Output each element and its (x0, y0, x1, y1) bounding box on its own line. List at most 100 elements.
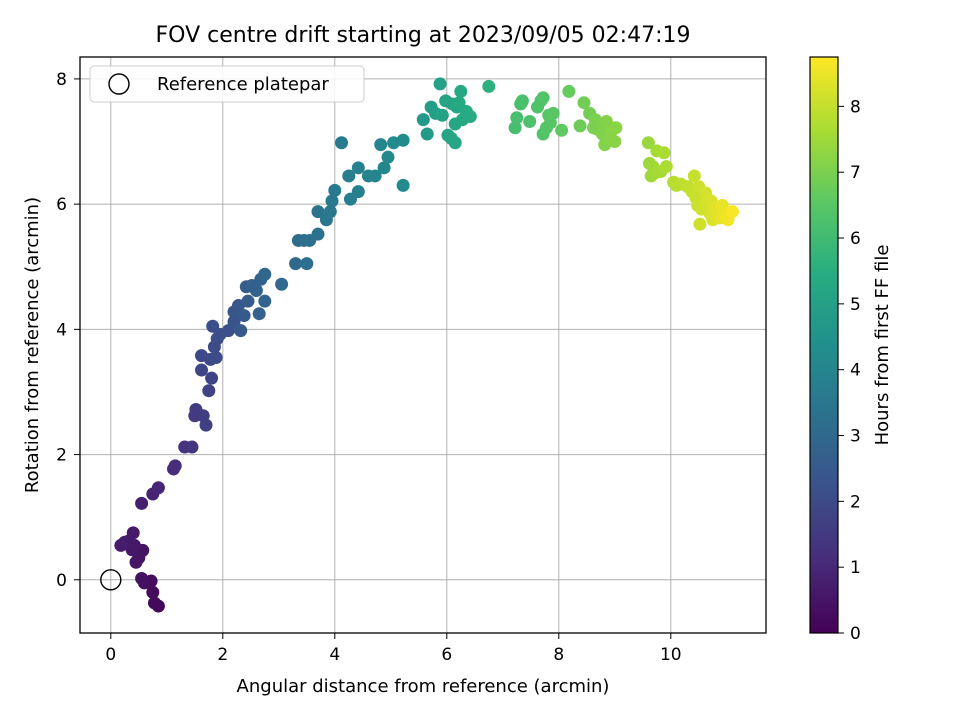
colorbar-tick-label: 2 (850, 492, 861, 512)
y-axis-label: Rotation from reference (arcmin) (22, 197, 43, 493)
data-point (234, 324, 248, 338)
data-point (435, 108, 449, 122)
legend-marker (108, 73, 130, 95)
data-point (687, 169, 701, 183)
y-tick-label: 6 (56, 195, 67, 215)
colorbar-label: Hours from first FF file (872, 245, 893, 446)
data-point (463, 109, 477, 123)
data-point (351, 161, 365, 175)
data-point (508, 121, 522, 135)
data-point (562, 84, 576, 98)
data-point (452, 96, 466, 110)
data-point (325, 194, 339, 208)
data-point (335, 136, 349, 150)
x-tick-label: 2 (217, 645, 228, 665)
data-point (342, 169, 356, 183)
data-point (555, 123, 569, 137)
data-point (448, 136, 462, 150)
data-point (199, 418, 213, 432)
data-point (202, 384, 216, 398)
colorbar-tick-label: 7 (850, 163, 861, 183)
data-point (381, 150, 395, 164)
data-point (151, 481, 165, 495)
data-point (641, 136, 655, 150)
data-point (300, 257, 314, 271)
legend-box (89, 65, 365, 103)
data-point (311, 205, 325, 219)
legend-label: Reference platepar (157, 74, 329, 95)
y-tick-label: 4 (56, 320, 67, 340)
data-point (377, 161, 391, 175)
x-tick-label: 10 (660, 645, 682, 665)
data-point (396, 178, 410, 192)
data-point (241, 294, 255, 308)
y-tick-label: 8 (56, 70, 67, 90)
colorbar-gradient (809, 56, 839, 634)
data-point (227, 315, 241, 329)
y-tick-label: 0 (56, 571, 67, 591)
data-point (725, 205, 739, 219)
colorbar-ticks: 0 1 2 3 4 5 6 7 8 (838, 97, 861, 644)
colorbar-tick-label: 1 (850, 558, 861, 578)
colorbar-tick-label: 5 (850, 295, 861, 315)
data-point (693, 217, 707, 231)
data-point (482, 79, 496, 93)
data-point (420, 127, 434, 141)
data-point (209, 351, 223, 365)
data-point (135, 496, 149, 510)
data-point (608, 135, 622, 149)
data-point (114, 538, 128, 552)
data-point (146, 585, 160, 599)
data-point (715, 198, 729, 212)
x-axis-ticks: 0 2 4 6 8 10 (105, 633, 682, 665)
x-tick-label: 0 (105, 645, 116, 665)
data-point (368, 169, 382, 183)
data-point (129, 555, 143, 569)
x-tick-label: 8 (553, 645, 564, 665)
colorbar-tick-label: 8 (850, 97, 861, 117)
data-point (311, 227, 325, 241)
data-point (237, 309, 251, 323)
colorbar-tick-label: 6 (850, 229, 861, 249)
x-tick-label: 6 (441, 645, 452, 665)
colorbar-tick-label: 0 (850, 624, 861, 644)
data-point (577, 96, 591, 110)
data-point (609, 121, 623, 135)
data-point (515, 94, 529, 108)
data-point (657, 146, 671, 160)
data-point (252, 307, 266, 321)
data-point (523, 114, 537, 128)
data-point (659, 160, 673, 174)
reference-point (100, 569, 122, 591)
data-point (147, 596, 161, 610)
data-point (185, 440, 199, 454)
data-point (328, 183, 342, 197)
data-point (416, 113, 430, 127)
y-tick-label: 2 (56, 446, 67, 466)
data-point (289, 257, 303, 271)
data-point (258, 267, 272, 281)
data-point (573, 119, 587, 133)
legend: Reference platepar (89, 65, 365, 103)
data-point (275, 277, 289, 291)
data-point (258, 294, 272, 308)
chart-title: FOV centre drift starting at 2023/09/05 … (156, 23, 691, 48)
data-point (546, 106, 560, 120)
data-point (205, 371, 219, 385)
data-point (536, 91, 550, 105)
colorbar-tick-label: 4 (850, 361, 861, 381)
data-point (195, 363, 209, 377)
x-axis-label: Angular distance from reference (arcmin) (237, 676, 610, 697)
data-point (351, 185, 365, 199)
data-point (249, 284, 263, 298)
data-point (168, 459, 182, 473)
data-point (323, 205, 337, 219)
x-tick-label: 4 (329, 645, 340, 665)
colorbar-tick-label: 3 (850, 427, 861, 447)
data-point (510, 111, 524, 125)
data-point (433, 77, 447, 91)
grid-lines (80, 57, 766, 633)
data-point (454, 84, 468, 98)
data-point (135, 572, 149, 586)
